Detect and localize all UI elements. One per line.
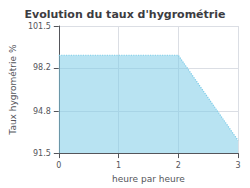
svg-text:3: 3 <box>235 161 240 170</box>
svg-text:heure par heure: heure par heure <box>112 174 185 184</box>
svg-text:Evolution du taux d'hygrométri: Evolution du taux d'hygrométrie <box>25 8 226 21</box>
svg-text:91.5: 91.5 <box>33 149 51 158</box>
svg-text:98.2: 98.2 <box>33 63 51 72</box>
svg-text:101.5: 101.5 <box>28 22 51 31</box>
svg-text:2: 2 <box>176 161 181 170</box>
svg-text:1: 1 <box>116 161 121 170</box>
svg-text:0: 0 <box>56 161 61 170</box>
svg-text:Taux hygrométrie %: Taux hygrométrie % <box>8 44 18 136</box>
svg-text:94.8: 94.8 <box>33 107 51 116</box>
